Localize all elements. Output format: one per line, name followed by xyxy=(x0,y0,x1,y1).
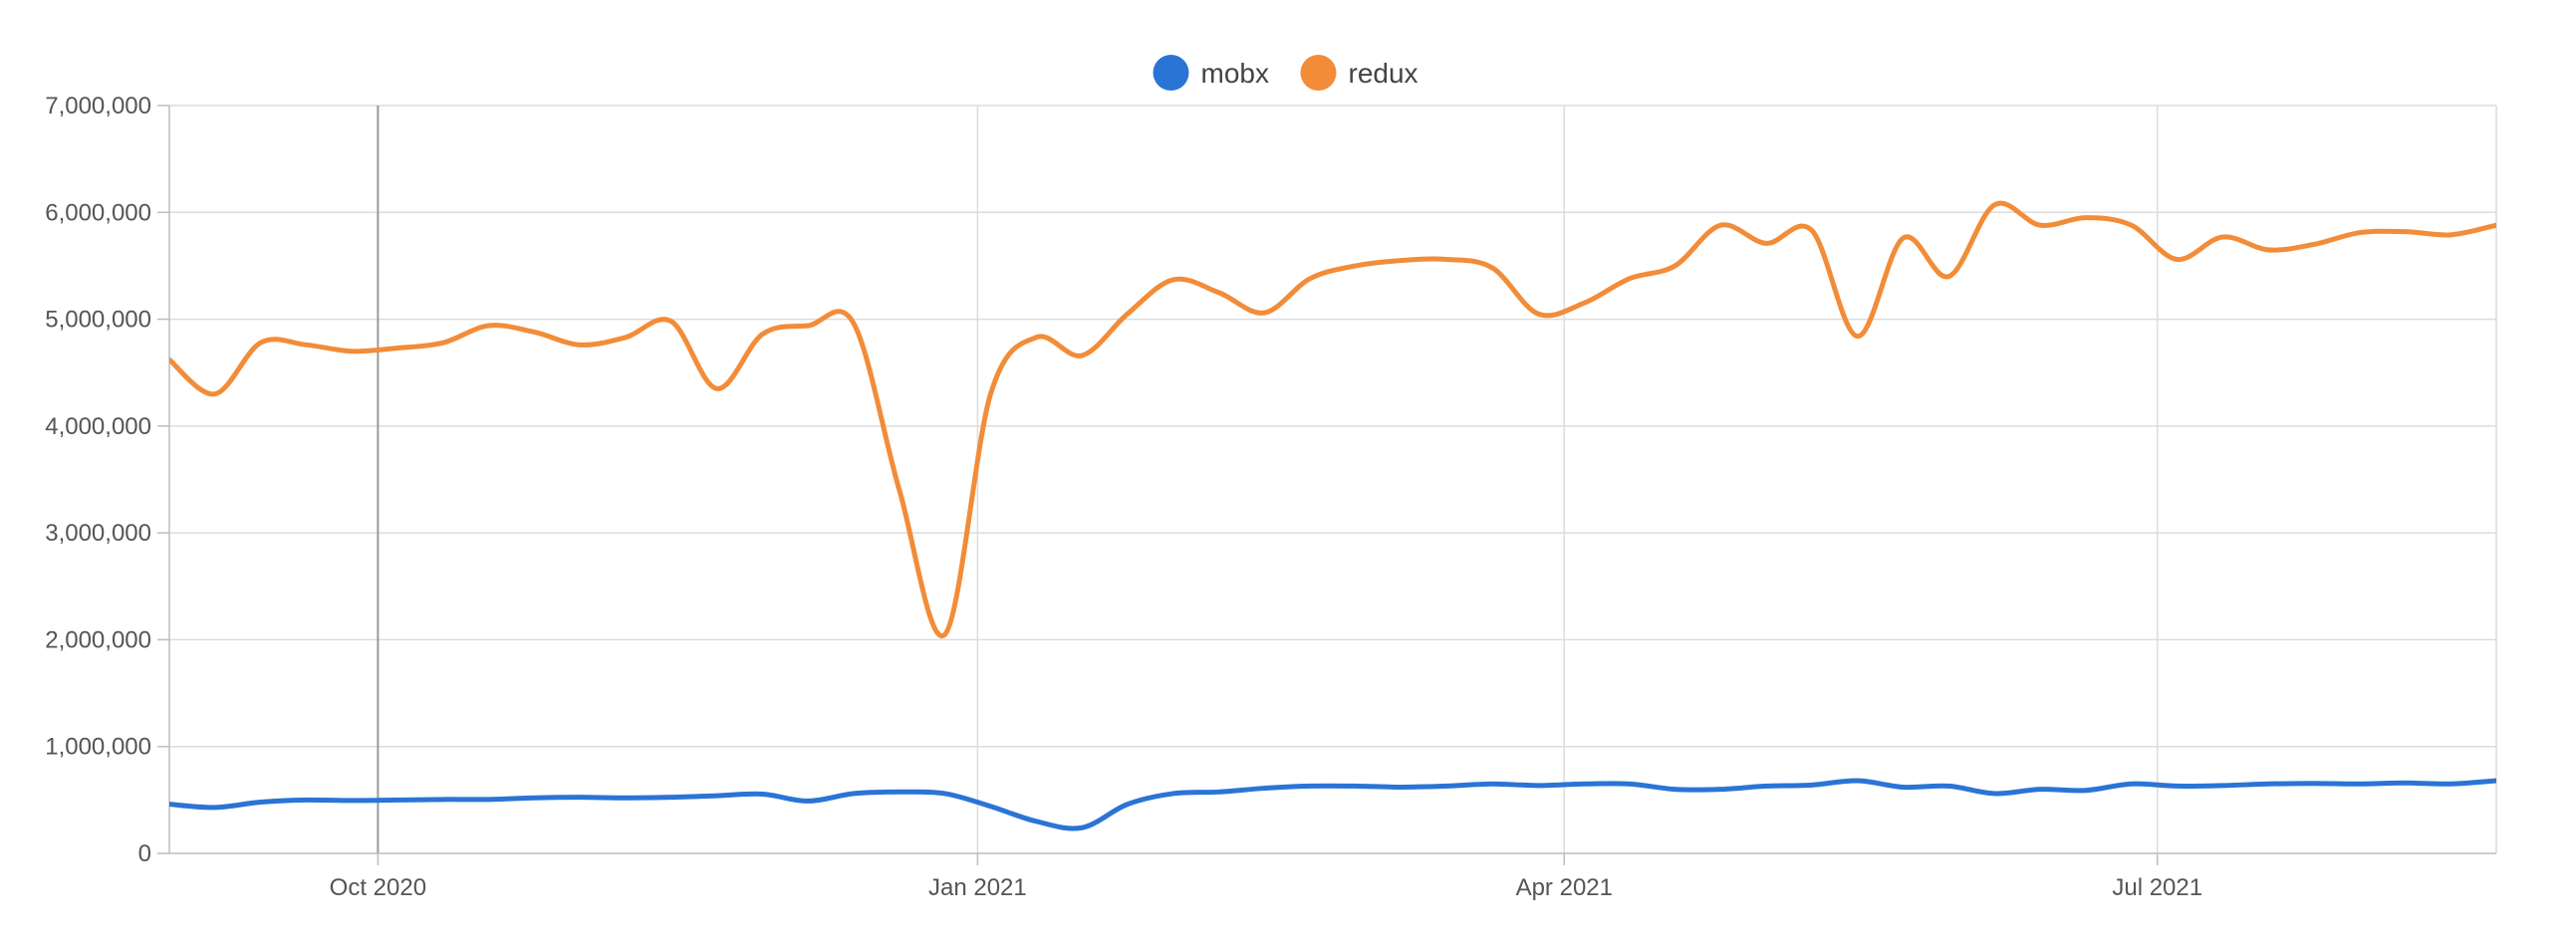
legend-item-redux[interactable]: redux xyxy=(1300,55,1418,91)
axis-tick-labels: 0 1,000,000 2,000,000 3,000,000 4,000,000 5,0… xyxy=(45,93,2202,901)
x-tick-label: Jan 2021 xyxy=(928,874,1027,901)
y-tick-label: 5,000,000 xyxy=(45,307,151,334)
y-tick-label: 6,000,000 xyxy=(45,199,151,226)
y-tick-label: 3,000,000 xyxy=(45,520,151,547)
x-tick-label: Apr 2021 xyxy=(1516,874,1613,901)
y-tick-label: 4,000,000 xyxy=(45,413,151,440)
series-line-mobx[interactable] xyxy=(169,777,2576,831)
legend-item-mobx[interactable]: mobx xyxy=(1153,55,1269,91)
legend-swatch-mobx xyxy=(1153,55,1189,91)
legend-label-redux: redux xyxy=(1349,58,1418,89)
y-tick-label: 0 xyxy=(138,840,151,867)
y-tick-label: 7,000,000 xyxy=(45,93,151,119)
grid-lines xyxy=(169,105,2496,853)
axes xyxy=(157,105,2497,865)
series-line-redux[interactable] xyxy=(169,200,2496,639)
series-lines xyxy=(169,200,2576,831)
x-tick-label: Oct 2020 xyxy=(330,874,426,901)
legend-swatch-redux xyxy=(1300,55,1337,91)
chart-legend[interactable]: mobx redux xyxy=(1153,55,1418,91)
x-tick-label: Jul 2021 xyxy=(2112,874,2202,901)
legend-label-mobx: mobx xyxy=(1201,58,1269,89)
y-tick-label: 1,000,000 xyxy=(45,734,151,761)
y-tick-label: 2,000,000 xyxy=(45,626,151,653)
